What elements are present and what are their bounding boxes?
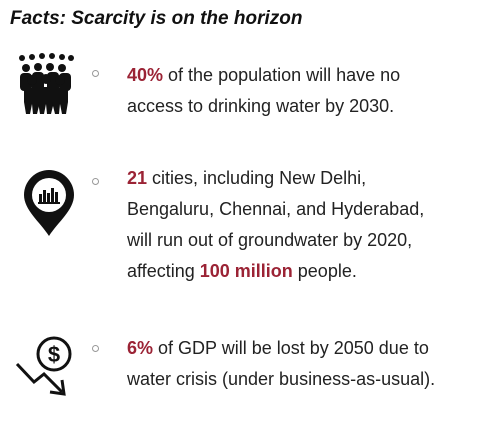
fact-line: water crisis (under business-as-usual). (127, 364, 435, 395)
fact-text: of GDP will be lost by 2050 due to (153, 338, 429, 358)
fact-line: Bengaluru, Chennai, and Hyderabad, (127, 194, 424, 225)
emphasis-text: 100 million (199, 261, 293, 281)
fact-line: 6% of GDP will be lost by 2050 due to (127, 333, 435, 364)
people-icon (19, 53, 74, 114)
fact: 21 cities, including New Delhi, Bengaluru… (127, 163, 424, 287)
fact-line: 21 cities, including New Delhi, (127, 163, 424, 194)
fact-text: access to drinking water by 2030. (127, 96, 395, 116)
fact: 40% of the population will have no access… (127, 60, 400, 122)
fact-line: affecting 100 million people. (127, 256, 424, 287)
title: Facts: Scarcity is on the horizon (10, 8, 303, 29)
fact-text: of the population will have no (163, 65, 401, 85)
money-down-icon: $ (15, 336, 72, 396)
fact-text: Bengaluru, Chennai, and Hyderabad, (127, 199, 425, 219)
fact-text: affecting (127, 261, 200, 281)
fact-text: water crisis (under business-as-usual). (127, 369, 436, 389)
fact-line: 40% of the population will have no (127, 60, 400, 91)
fact-text: will run out of groundwater by 2020, (127, 230, 413, 250)
location-icon (24, 170, 74, 236)
bullet (92, 70, 99, 77)
emphasis-text: 6% (127, 338, 154, 358)
fact-line: access to drinking water by 2030. (127, 91, 400, 122)
fact: 6% of GDP will be lost by 2050 due to wat… (127, 333, 435, 395)
emphasis-text: 21 (127, 168, 148, 188)
emphasis-text: 40% (127, 65, 164, 85)
bullet (92, 345, 99, 352)
fact-text: cities, including New Delhi, (147, 168, 367, 188)
fact-text: people. (292, 261, 357, 281)
fact-line: will run out of groundwater by 2020, (127, 225, 424, 256)
bullet (92, 178, 99, 185)
svg-text:$: $ (48, 342, 60, 367)
